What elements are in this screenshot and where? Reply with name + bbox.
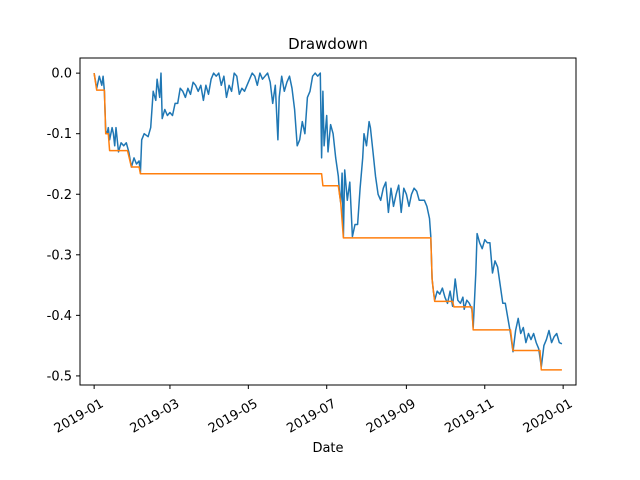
x-tick-label: 2019-07 — [284, 396, 339, 436]
y-tick-label: -0.5 — [47, 369, 72, 384]
x-axis: 2019-01 2019-03 2019-05 2019-07 2019-09 2019-… — [52, 385, 576, 437]
series-line-2 — [93, 72, 562, 371]
x-tick-label: 2020-01 — [521, 396, 576, 436]
y-tick-label: -0.3 — [47, 248, 72, 263]
y-tick-label: -0.2 — [47, 188, 72, 203]
x-axis-label: Date — [312, 441, 343, 456]
y-axis: 0.0 -0.1 -0.2 -0.3 -0.4 -0.5 — [47, 67, 80, 384]
y-tick-label: -0.4 — [47, 309, 72, 324]
x-tick-label: 2019-05 — [206, 396, 261, 436]
chart-title: Drawdown — [288, 35, 368, 53]
y-tick-label: 0.0 — [51, 67, 72, 82]
series-layer — [93, 72, 563, 371]
y-tick-label: -0.1 — [47, 127, 72, 142]
plot-frame — [79, 57, 577, 386]
x-tick-label: 2019-01 — [52, 396, 107, 436]
series-line-1 — [93, 72, 563, 368]
x-tick-label: 2019-03 — [128, 396, 183, 436]
x-tick-label: 2019-11 — [442, 396, 497, 436]
x-tick-label: 2019-09 — [364, 396, 419, 436]
